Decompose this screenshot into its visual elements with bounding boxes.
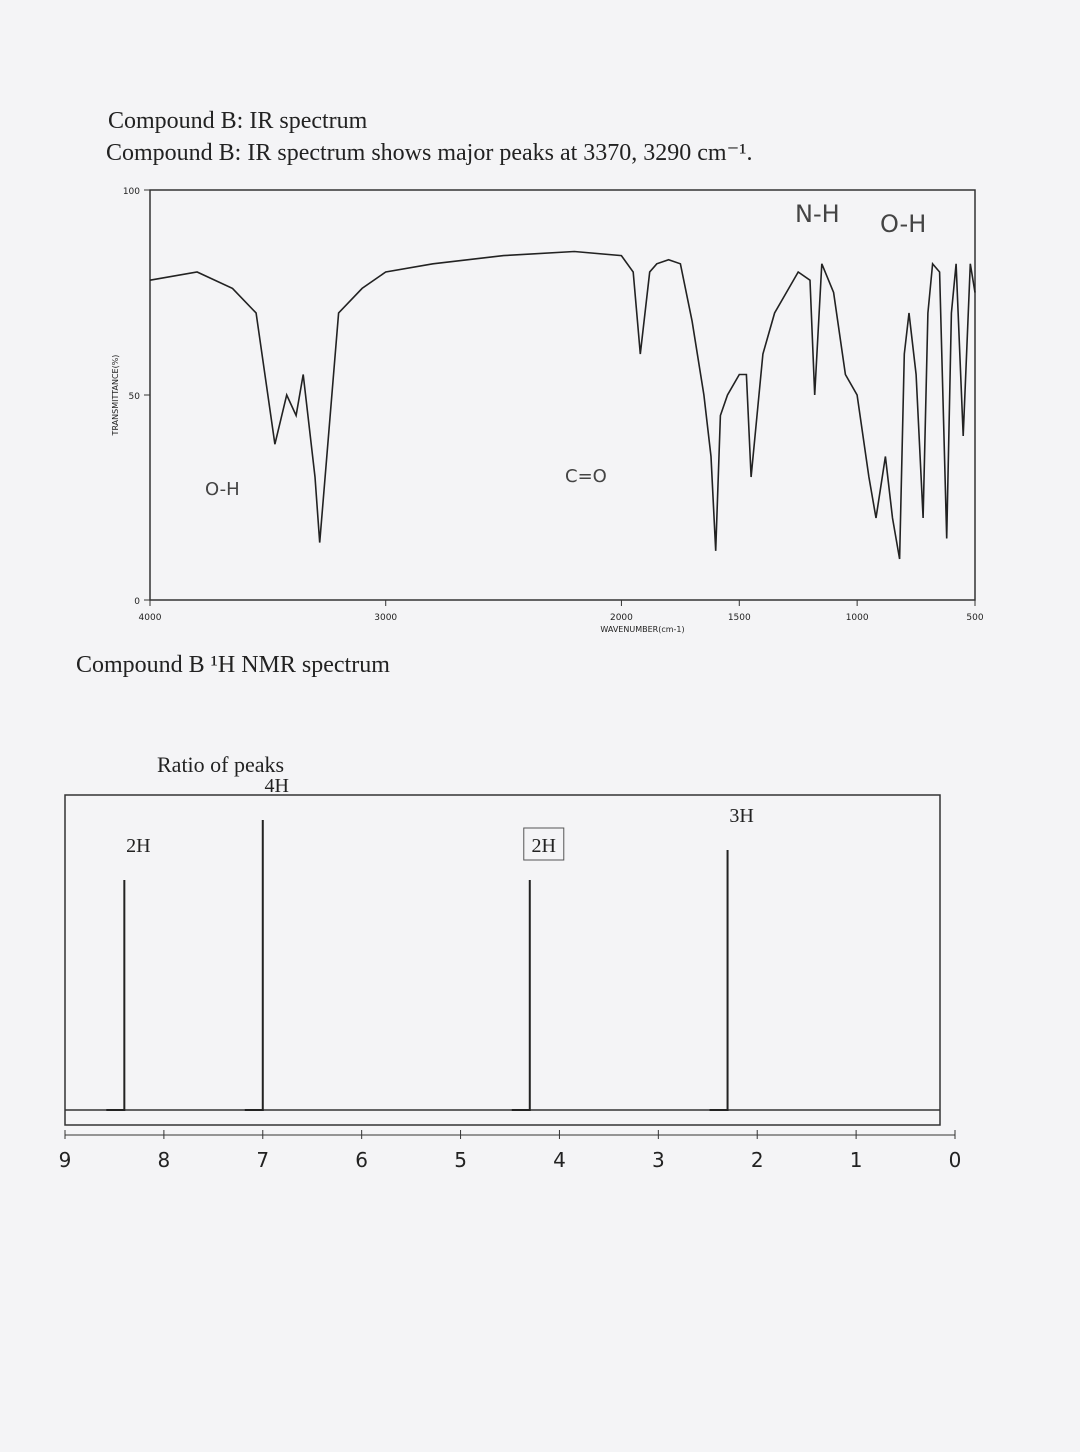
peak-label: 3H <box>729 805 753 827</box>
peak <box>244 820 264 1111</box>
x-axis-label: WAVENUMBER(cm-1) <box>600 625 684 634</box>
y-tick-label: 0 <box>134 597 140 607</box>
x-tick-label: 1000 <box>846 613 869 623</box>
peak <box>709 850 729 1111</box>
ir-description: Compound B: IR spectrum shows major peak… <box>106 140 752 166</box>
x-tick-label: 7 <box>256 1148 269 1172</box>
y-axis-label: TRANSMITTANCE(%) <box>111 355 120 437</box>
y-tick-label: 50 <box>129 392 141 402</box>
x-tick-label: 2000 <box>610 613 633 623</box>
ir-trace <box>149 250 976 560</box>
x-tick-label: 1 <box>850 1148 863 1172</box>
annotation: C=O <box>565 466 607 487</box>
x-tick-label: 3 <box>652 1148 665 1172</box>
peak-label: 2H <box>532 835 556 857</box>
nmr-title: Compound B ¹H NMR spectrum <box>76 652 390 678</box>
peak <box>106 880 126 1111</box>
peak <box>511 880 531 1111</box>
plot-frame <box>64 794 941 1126</box>
peak-label: 2H <box>126 835 150 857</box>
nmr-subtitle: Ratio of peaks <box>157 752 284 777</box>
x-tick-label: 9 <box>59 1148 72 1172</box>
x-tick-label: 6 <box>355 1148 368 1172</box>
y-tick-label: 100 <box>123 187 140 197</box>
handwritten-note: O-H <box>880 210 926 238</box>
x-tick-label: 3000 <box>374 613 397 623</box>
annotation: O-H <box>205 479 240 500</box>
x-tick-label: 8 <box>158 1148 171 1172</box>
ir-title: Compound B: IR spectrum <box>108 108 368 134</box>
x-tick-label: 4000 <box>139 613 162 623</box>
label-box <box>523 827 565 861</box>
x-tick-label: 1500 <box>728 613 751 623</box>
x-tick-label: 2 <box>751 1148 764 1172</box>
x-tick-label: 5 <box>454 1148 467 1172</box>
x-tick-label: 0 <box>949 1148 962 1172</box>
handwritten-note: N-H <box>795 200 840 228</box>
x-tick-label: 4 <box>553 1148 566 1172</box>
x-tick-label: 500 <box>966 613 983 623</box>
peak-label: 4H <box>265 775 289 797</box>
